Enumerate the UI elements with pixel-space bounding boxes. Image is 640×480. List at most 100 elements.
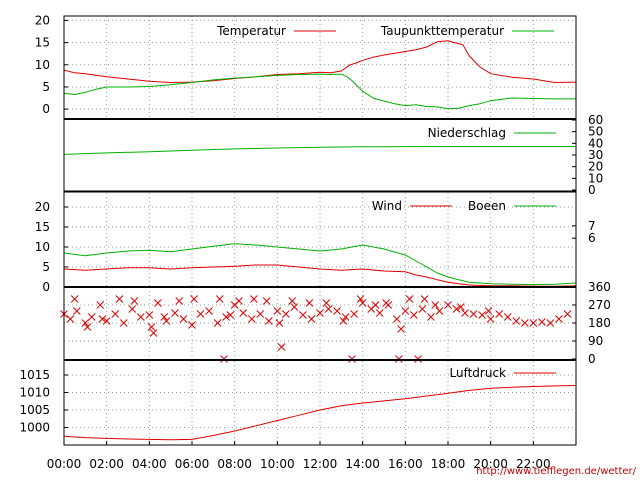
wind_direction-point bbox=[282, 310, 290, 318]
x-tick-label: 08:00 bbox=[217, 457, 252, 471]
wind-ytick-left: 0 bbox=[42, 280, 50, 294]
precipitation-ytick-right: 60 bbox=[588, 113, 603, 127]
pressure-ytick-left: 1015 bbox=[19, 368, 50, 382]
wind-legend-label: Boeen bbox=[468, 199, 506, 213]
wind_direction-point bbox=[190, 295, 198, 303]
wind-legend-label: Wind bbox=[372, 199, 402, 213]
wind_direction-point bbox=[264, 317, 273, 325]
axes-layer bbox=[63, 15, 577, 446]
wind_direction-point bbox=[222, 313, 230, 321]
wind_direction-point bbox=[358, 299, 367, 307]
wind_direction-point bbox=[66, 315, 75, 323]
wind_direction-point bbox=[392, 315, 401, 323]
wind_direction-point bbox=[262, 297, 271, 305]
wind_direction-point bbox=[149, 329, 158, 337]
wind-series-wind bbox=[63, 264, 577, 287]
precipitation-ytick-right: 10 bbox=[588, 171, 603, 185]
wind_direction-point bbox=[205, 307, 213, 315]
wind_direction-point bbox=[119, 319, 128, 327]
wind_direction-point bbox=[350, 310, 358, 318]
wind_direction-point bbox=[188, 321, 196, 329]
x-tick-label: 10:00 bbox=[260, 457, 295, 471]
wind_direction-point bbox=[418, 305, 427, 313]
wind_direction-point bbox=[431, 301, 440, 309]
wind_direction-point bbox=[461, 309, 469, 317]
pressure-ytick-left: 1005 bbox=[19, 403, 50, 417]
temperature-ytick-left: 10 bbox=[35, 58, 50, 72]
wind_direction-point bbox=[83, 323, 92, 331]
wind_direction-point bbox=[87, 313, 96, 321]
temperature-ytick-left: 15 bbox=[35, 36, 50, 50]
wind_direction-point bbox=[154, 299, 162, 307]
temperature-ytick-left: 20 bbox=[35, 13, 50, 27]
precipitation-ytick-right: 20 bbox=[588, 160, 603, 174]
precipitation-ytick-right: 0 bbox=[588, 183, 596, 197]
pressure-legend-label: Luftdruck bbox=[449, 366, 506, 380]
wind_direction-point bbox=[520, 319, 529, 327]
wind_direction-point bbox=[160, 313, 169, 321]
wind_direction-point bbox=[72, 307, 81, 315]
wind_direction-point bbox=[371, 301, 380, 309]
precipitation-ytick-right: 50 bbox=[588, 125, 603, 139]
x-tick-label: 02:00 bbox=[89, 457, 124, 471]
wind_direction-point bbox=[96, 301, 105, 309]
wind-series-boeen bbox=[63, 243, 577, 286]
wind_direction-point bbox=[175, 297, 184, 305]
wind_direction-ytick-right: 270 bbox=[588, 298, 611, 312]
x-tick-label: 20:00 bbox=[473, 457, 508, 471]
wind_direction-point bbox=[128, 305, 137, 313]
x-tick-label: 00:00 bbox=[47, 457, 82, 471]
wind_direction-point bbox=[162, 317, 171, 325]
wind_direction-point bbox=[226, 311, 235, 319]
wind_direction-point bbox=[111, 310, 120, 318]
wind_direction-point bbox=[136, 313, 145, 321]
wind_direction-point bbox=[375, 309, 384, 317]
wind_direction-ytick-right: 0 bbox=[588, 352, 596, 366]
x-tick-label: 16:00 bbox=[388, 457, 423, 471]
wind-ytick-left: 5 bbox=[42, 260, 50, 274]
wind_direction-point bbox=[213, 319, 222, 327]
wind_direction-point bbox=[81, 319, 90, 327]
wind_direction-point bbox=[405, 295, 414, 303]
wind_direction-point bbox=[420, 295, 429, 303]
wind_direction-point bbox=[333, 307, 341, 315]
wind_direction-point bbox=[275, 319, 284, 327]
wind_direction-point bbox=[486, 315, 495, 323]
wind_direction-point bbox=[273, 307, 282, 315]
x-tick-label: 14:00 bbox=[345, 457, 380, 471]
wind_direction-point bbox=[435, 307, 444, 315]
wind-ytick-left: 15 bbox=[35, 220, 50, 234]
wind_direction-point bbox=[401, 307, 410, 315]
wind-ytick-right: 6 bbox=[588, 231, 596, 245]
pressure-ytick-left: 1010 bbox=[19, 386, 50, 400]
wind_direction-point bbox=[98, 315, 107, 323]
wind_direction-point bbox=[179, 315, 188, 323]
wind_direction-point bbox=[215, 295, 224, 303]
temperature-ytick-left: 0 bbox=[42, 102, 50, 116]
temperature-series-taupunkttemperatur bbox=[63, 73, 576, 110]
wind_direction-point bbox=[339, 317, 348, 325]
wind_direction-point bbox=[324, 305, 333, 313]
wind_direction-point bbox=[147, 323, 156, 331]
wind_direction-point bbox=[452, 305, 461, 313]
source-url[interactable]: http://www.tiefflegen.de/wetter/ bbox=[476, 466, 636, 477]
precipitation-series-niederschlag bbox=[63, 146, 576, 155]
wind_direction-point bbox=[316, 309, 324, 317]
wind_direction-ytick-right: 180 bbox=[588, 316, 611, 330]
precipitation-legend-label: Niederschlag bbox=[428, 126, 506, 140]
wind_direction-point bbox=[538, 318, 546, 326]
wind_direction-point bbox=[70, 295, 79, 303]
wind_direction-point bbox=[484, 307, 493, 315]
wind_direction-point bbox=[546, 319, 555, 327]
wind_direction-ytick-right: 90 bbox=[588, 334, 603, 348]
wind_direction-point bbox=[427, 313, 435, 321]
wind_direction-point bbox=[145, 311, 154, 319]
wind_direction-point bbox=[478, 311, 486, 319]
wind_direction-point bbox=[290, 303, 299, 311]
pressure-series-luftdruck bbox=[63, 385, 577, 441]
wind_direction-point bbox=[247, 315, 256, 323]
wind_direction-point bbox=[410, 311, 418, 319]
x-tick-label: 04:00 bbox=[132, 457, 167, 471]
